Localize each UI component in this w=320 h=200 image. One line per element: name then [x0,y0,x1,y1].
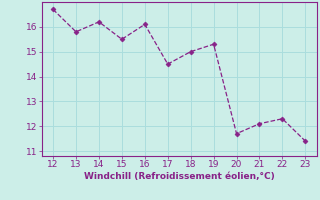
X-axis label: Windchill (Refroidissement éolien,°C): Windchill (Refroidissement éolien,°C) [84,172,275,181]
